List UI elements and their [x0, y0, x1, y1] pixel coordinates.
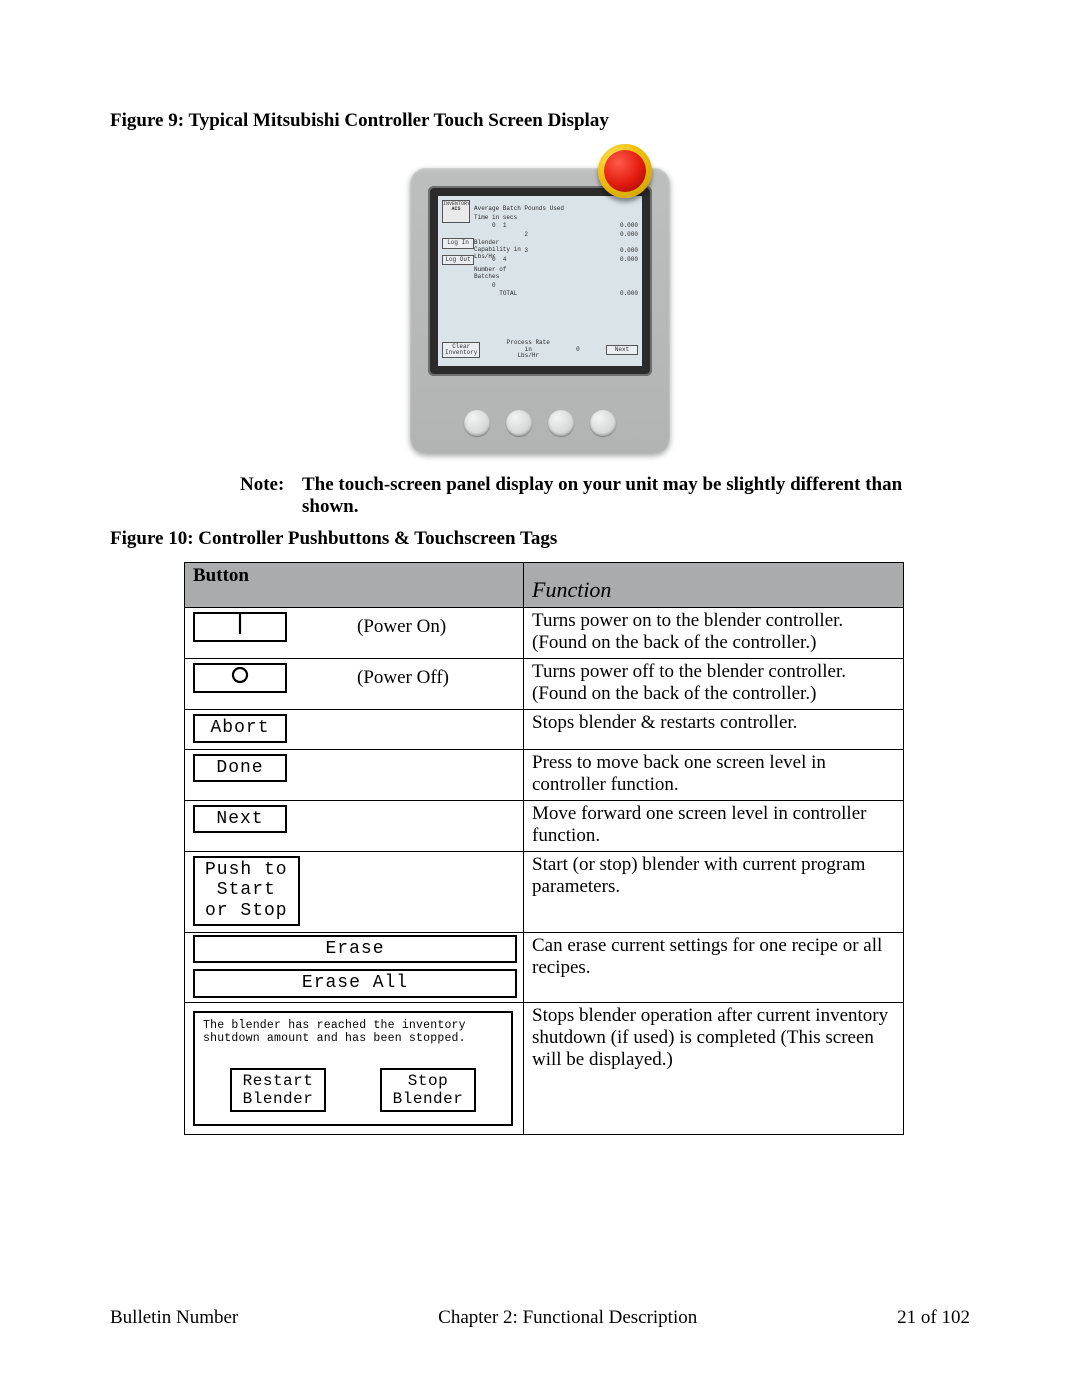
logout-button[interactable]: Log Out	[442, 255, 474, 266]
button-cell: Erase Erase All	[185, 932, 524, 1002]
emergency-stop-button[interactable]	[598, 144, 652, 198]
hw-button-2[interactable]	[506, 410, 532, 436]
touchscreen-tag: Done	[193, 754, 287, 783]
hw-button-3[interactable]	[548, 410, 574, 436]
touchscreen-tag: Stop Blender	[380, 1068, 476, 1113]
page-footer: Bulletin Number Chapter 2: Functional De…	[110, 1307, 970, 1329]
table-row: Erase Erase AllCan erase current settings…	[185, 932, 904, 1002]
function-cell: Start (or stop) blender with current pro…	[524, 851, 904, 932]
figure9-image: Average Batch Pounds Used Time in secs 0…	[110, 144, 970, 454]
login-button[interactable]: Log In	[442, 238, 474, 249]
acs-badge: INVENTORYACS	[442, 200, 470, 223]
touchscreen-tag: Restart Blender	[230, 1068, 326, 1113]
clear-inventory-button[interactable]: Clear Inventory	[442, 342, 480, 358]
inventory-shutdown-screen: The blender has reached the inventory sh…	[193, 1011, 513, 1126]
table-row: Push to Start or Stop Start (or stop) ble…	[185, 851, 904, 932]
function-cell: Press to move back one screen level in c…	[524, 749, 904, 800]
function-cell: Stops blender operation after current in…	[524, 1003, 904, 1135]
function-cell: Stops blender & restarts controller.	[524, 710, 904, 750]
button-label-text: (Power On)	[357, 616, 446, 638]
table-row: (Power On) Turns power on to the blender …	[185, 608, 904, 659]
button-cell: Push to Start or Stop	[185, 851, 524, 932]
touchscreen-tag: Next	[193, 805, 287, 834]
next-button[interactable]: Next	[606, 345, 638, 356]
note: Note: The touch-screen panel display on …	[240, 474, 960, 518]
power_off-symbol	[193, 663, 287, 693]
table-row: (Power Off) Turns power off to the blende…	[185, 659, 904, 710]
touchscreen-tag: Push to Start or Stop	[193, 856, 300, 926]
table-row: Done Press to move back one screen level …	[185, 749, 904, 800]
hardware-buttons	[410, 410, 670, 436]
button-cell: (Power On)	[185, 608, 524, 659]
button-cell: (Power Off)	[185, 659, 524, 710]
function-cell: Can erase current settings for one recip…	[524, 932, 904, 1002]
table-row: Abort Stops blender & restarts controller…	[185, 710, 904, 750]
function-table: Button Function (Power On) Turns power on…	[184, 562, 904, 1135]
figure9-caption: Figure 9: Typical Mitsubishi Controller …	[110, 110, 970, 132]
header-button: Button	[185, 563, 524, 608]
touchscreen[interactable]: Average Batch Pounds Used Time in secs 0…	[438, 196, 642, 366]
function-cell: Turns power on to the blender controller…	[524, 608, 904, 659]
note-text: The touch-screen panel display on your u…	[302, 474, 960, 518]
touchscreen-tag: Abort	[193, 714, 287, 743]
button-cell: The blender has reached the inventory sh…	[185, 1003, 524, 1135]
header-function: Function	[524, 563, 904, 608]
figure10-caption: Figure 10: Controller Pushbuttons & Touc…	[110, 528, 970, 550]
footer-left: Bulletin Number	[110, 1307, 238, 1329]
hw-button-1[interactable]	[464, 410, 490, 436]
hw-button-4[interactable]	[590, 410, 616, 436]
footer-center: Chapter 2: Functional Description	[438, 1307, 697, 1329]
touchscreen-tag: Erase All	[193, 969, 517, 998]
button-cell: Next	[185, 800, 524, 851]
button-cell: Done	[185, 749, 524, 800]
controller-bezel: Average Batch Pounds Used Time in secs 0…	[410, 168, 670, 454]
touchscreen-tag: Erase	[193, 935, 517, 964]
table-row: The blender has reached the inventory sh…	[185, 1003, 904, 1135]
footer-right: 21 of 102	[897, 1307, 970, 1329]
button-cell: Abort	[185, 710, 524, 750]
table-row: Next Move forward one screen level in con…	[185, 800, 904, 851]
note-label: Note:	[240, 474, 302, 518]
power_on-symbol	[193, 612, 287, 642]
function-cell: Turns power off to the blender controlle…	[524, 659, 904, 710]
message-text: The blender has reached the inventory sh…	[203, 1019, 503, 1045]
function-cell: Move forward one screen level in control…	[524, 800, 904, 851]
button-label-text: (Power Off)	[357, 667, 449, 689]
